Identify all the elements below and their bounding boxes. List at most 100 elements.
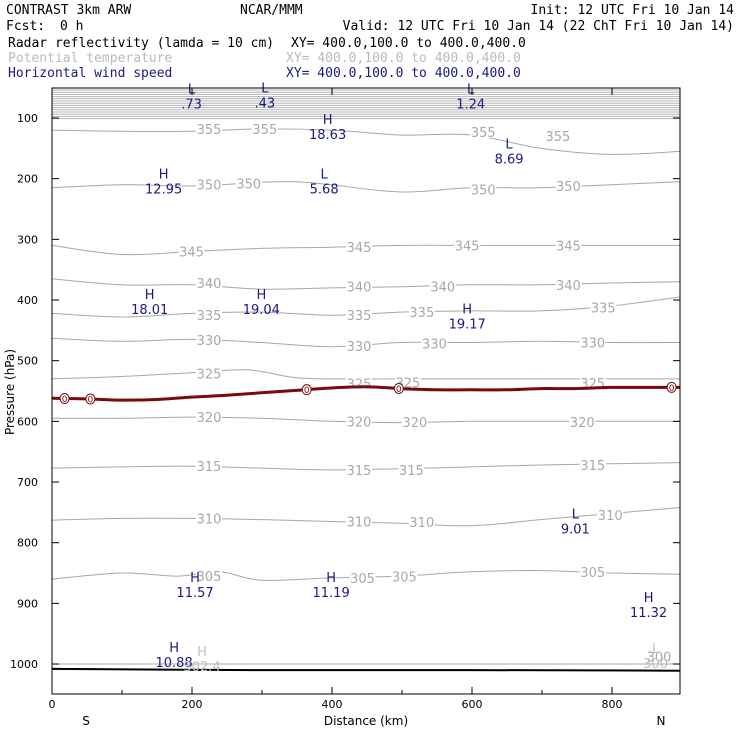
y-tick-label: 700 xyxy=(17,476,38,489)
theta-label-bg xyxy=(569,414,596,428)
axes: 100 200 300 400 500 600 700 800 900 1000 0 200 400 60… xyxy=(10,88,680,711)
wind-extremum-L: L xyxy=(321,168,329,183)
theta-label: 350 xyxy=(556,180,581,195)
theta-label-bg xyxy=(579,376,606,390)
wind-extremum-H: H xyxy=(169,641,179,656)
theta-label: 325 xyxy=(580,377,605,392)
theta-label: 350 xyxy=(236,178,261,193)
reflectivity-marker-label: 0 xyxy=(669,384,675,394)
reflectivity-marker-label: 0 xyxy=(62,395,68,405)
x-tick-label: 0 xyxy=(49,698,56,711)
field-name-wind: Horizontal wind speed xyxy=(8,66,172,81)
theta-label-bg xyxy=(408,305,435,319)
wind-extremum-value: 11.19 xyxy=(313,586,350,601)
theta-label: 330 xyxy=(347,340,372,355)
fcst-label: Fcst: xyxy=(6,19,45,34)
y-tick-label: 300 xyxy=(17,233,38,246)
wind-extremum-H: H xyxy=(323,113,333,128)
theta-label: 355 xyxy=(545,130,570,145)
wind-extremum-value: 19.04 xyxy=(243,303,280,318)
theta-label: 305 xyxy=(350,572,375,587)
theta-label-bg xyxy=(235,176,262,190)
y-axis-label: Pressure (hPa) xyxy=(3,349,17,435)
theta-label: 350 xyxy=(471,184,496,199)
theta-label: 355 xyxy=(197,123,222,138)
theta-label-bg xyxy=(421,336,448,350)
x-end-label-left: S xyxy=(82,714,90,728)
theta-label: 350 xyxy=(197,179,222,194)
ground-surface xyxy=(51,667,681,672)
y-tick-label: 200 xyxy=(17,173,38,186)
theta-label: 310 xyxy=(347,515,372,530)
wind-extremum-H: H xyxy=(462,302,472,317)
reflectivity-contour-line xyxy=(51,385,680,402)
wind-extremum-value: 11.57 xyxy=(176,586,213,601)
reflectivity-marker xyxy=(85,393,96,405)
theta-label-bg xyxy=(579,335,606,349)
wind-extremum-L: L xyxy=(572,507,580,522)
reflectivity-contour: 0 0 0 0 0 xyxy=(51,381,680,406)
wind-extremum-value: 5.68 xyxy=(310,183,339,198)
theta-label: 335 xyxy=(347,309,372,324)
theta-label: 315 xyxy=(347,464,372,479)
theta-label: 335 xyxy=(591,301,616,316)
upper-level-contour-stack xyxy=(52,89,680,120)
theta-contour-325 xyxy=(51,369,680,380)
wind-extremum-L: L xyxy=(261,82,269,97)
theta-label-bg xyxy=(196,511,222,525)
theta-label-bg xyxy=(346,240,373,254)
reflectivity-marker-label: 0 xyxy=(396,385,402,395)
theta-label: 340 xyxy=(556,279,581,294)
y-tick-label: 600 xyxy=(17,415,38,428)
reflectivity-marker xyxy=(59,393,70,405)
theta-label: 305 xyxy=(392,571,417,586)
theta-label-bg xyxy=(401,414,428,428)
theta-label: 305 xyxy=(197,570,222,585)
valid-time: Valid: 12 UTC Fri 10 Jan 14 (22 ChT Fri … xyxy=(343,19,734,34)
theta-label-bg xyxy=(579,564,606,578)
theta-label: 355 xyxy=(252,123,277,138)
theta-label: 345 xyxy=(347,241,372,256)
wind-extrema: L.73L.43L1.24H18.63L8.69H12.95L5.68H18.0… xyxy=(131,82,667,671)
wind-extremum-H: H xyxy=(256,288,266,303)
plot-area: 355 355 355 355 350 350 350 350 345 345 345 345 340 3… xyxy=(10,82,681,711)
theta-label-bg xyxy=(346,339,373,353)
theta-label-bg xyxy=(470,182,497,196)
wind-extremum-L: L xyxy=(505,137,513,152)
theta-label-bg xyxy=(196,308,222,322)
theta-extremum-L: L xyxy=(652,642,660,657)
theta-label: 305 xyxy=(580,566,605,581)
theta-label-bg xyxy=(346,462,373,476)
theta-label-bg xyxy=(346,414,373,428)
theta-label-bg xyxy=(196,366,222,380)
theta-label: 355 xyxy=(471,126,496,141)
theta-label: 310 xyxy=(409,516,434,531)
theta-extremum-H: H xyxy=(197,645,207,660)
theta-label-bg xyxy=(597,507,624,521)
wind-extremum-value: 11.32 xyxy=(630,606,667,621)
theta-label-bg xyxy=(429,279,456,293)
y-tick-label: 500 xyxy=(17,355,38,368)
x-tick-label: 600 xyxy=(462,698,483,711)
x-axis-label: Distance (km) xyxy=(324,714,408,728)
theta-label-bg xyxy=(544,129,571,143)
theta-label: 345 xyxy=(455,239,480,254)
theta-label: 310 xyxy=(598,509,623,524)
theta-label-bg xyxy=(196,276,222,290)
theta-label-bg xyxy=(590,300,617,314)
x-end-label-right: N xyxy=(657,714,666,728)
theta-label-bg xyxy=(391,569,418,583)
theta-label: 325 xyxy=(197,367,222,382)
theta-label: 325 xyxy=(347,378,372,393)
theta-label: 340 xyxy=(197,277,222,292)
theta-label: 335 xyxy=(409,306,434,321)
theta-label-bg xyxy=(555,277,582,291)
theta-label-bg xyxy=(346,279,373,293)
theta-label: 315 xyxy=(197,460,222,475)
reflectivity-marker-label: 0 xyxy=(88,396,94,406)
fcst-value: 0 h xyxy=(60,19,83,34)
theta-label: 320 xyxy=(570,416,595,431)
theta-label-bg xyxy=(646,649,673,663)
